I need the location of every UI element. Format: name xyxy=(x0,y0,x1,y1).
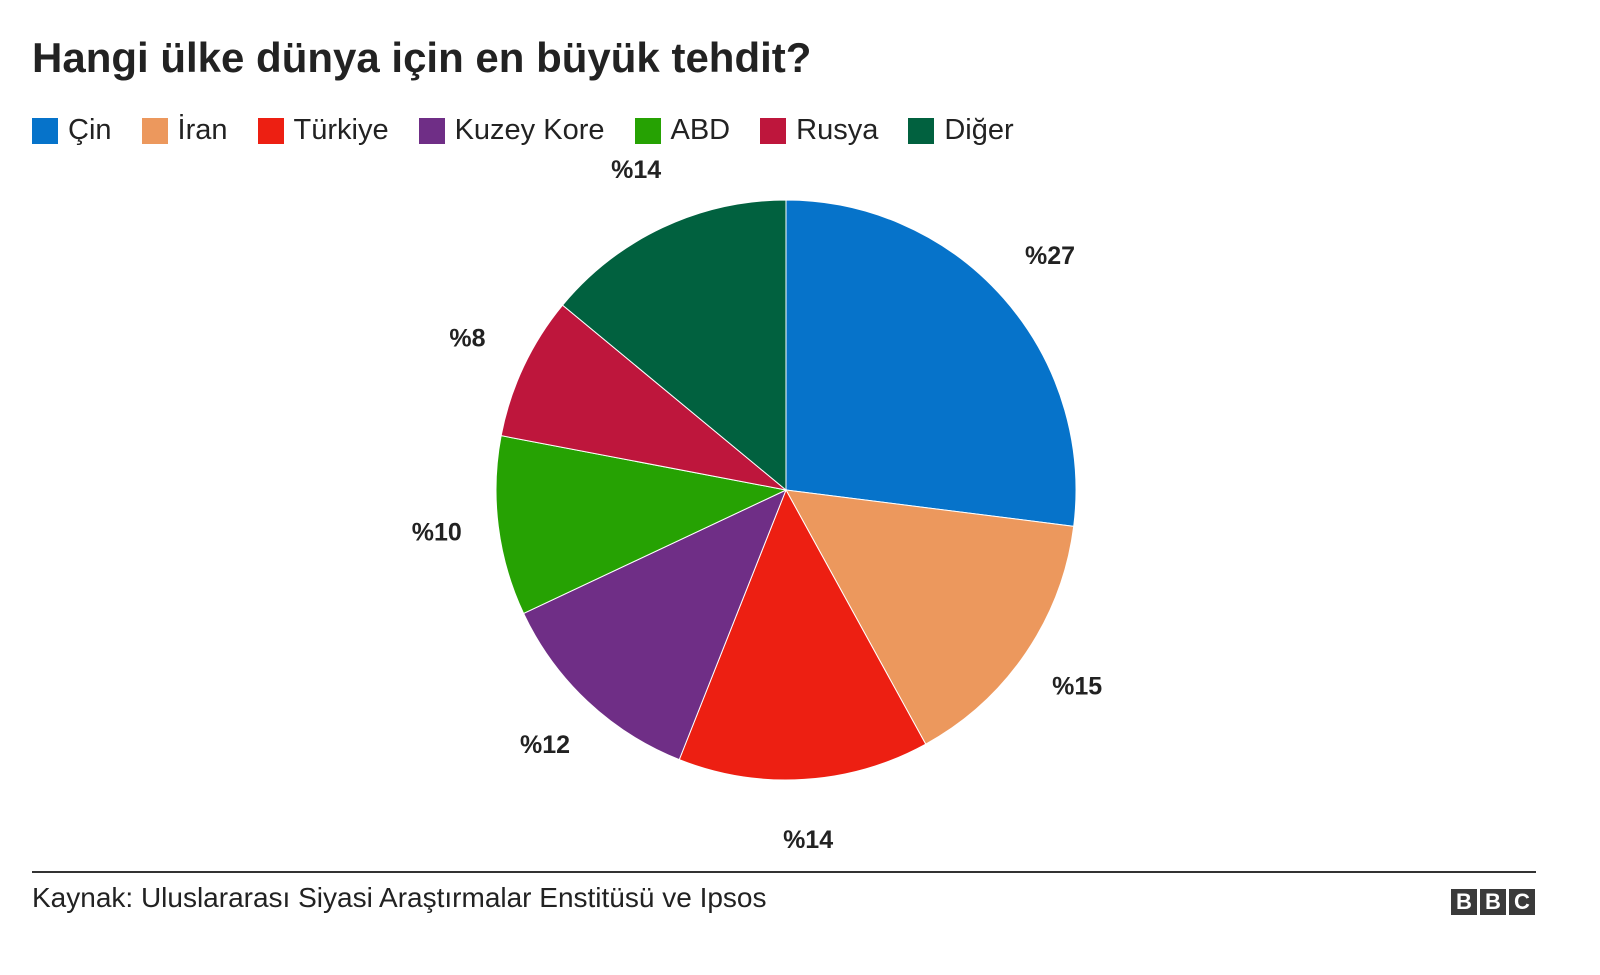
data-label: %15 xyxy=(1052,672,1102,700)
data-label: %14 xyxy=(611,156,661,184)
legend-swatch xyxy=(257,117,284,144)
legend-label: Rusya xyxy=(796,114,879,146)
pie-slice xyxy=(678,488,927,781)
legend-label: Çin xyxy=(68,114,112,146)
legend-swatch xyxy=(141,117,168,144)
pie-slice xyxy=(561,199,787,492)
pie-slice xyxy=(785,199,1077,527)
legend-swatch xyxy=(760,117,787,144)
legend-item: Çin xyxy=(32,114,112,147)
logo-letter: C xyxy=(1509,889,1535,915)
data-label: %27 xyxy=(1025,242,1075,270)
legend-label: Kuzey Kore xyxy=(454,114,605,146)
chart: %27 %15 %14 %12 %10 %8 %14 xyxy=(412,156,1102,854)
legend-swatch xyxy=(634,117,661,144)
legend-item: ABD xyxy=(634,114,731,147)
legend-label: ABD xyxy=(670,114,731,146)
source: Kaynak: Uluslararası Siyasi Araştırmalar… xyxy=(32,882,767,913)
legend: Çin İran Türkiye Kuzey Kore ABD Rusya Diğer xyxy=(32,114,1014,147)
pie-slice xyxy=(500,304,787,491)
data-label: %12 xyxy=(520,731,570,759)
legend-item: İran xyxy=(141,114,228,147)
legend-item: Türkiye xyxy=(257,114,389,147)
data-label: %8 xyxy=(449,325,485,353)
logo-letter: B xyxy=(1451,889,1477,915)
legend-label: Diğer xyxy=(944,114,1014,146)
pie-slice xyxy=(785,489,1075,745)
legend-swatch xyxy=(908,117,935,144)
divider xyxy=(32,871,1536,873)
pie-slice xyxy=(495,435,788,615)
legend-swatch xyxy=(32,117,58,144)
data-label: %14 xyxy=(783,826,833,854)
logo-letter: B xyxy=(1480,889,1506,915)
legend-label: Türkiye xyxy=(293,114,389,146)
legend-item: Diğer xyxy=(908,114,1014,147)
legend-item: Kuzey Kore xyxy=(418,114,605,147)
legend-swatch xyxy=(418,117,445,144)
legend-label: İran xyxy=(177,114,228,146)
legend-item: Rusya xyxy=(760,114,878,147)
data-label: %10 xyxy=(412,519,462,547)
pie-slice xyxy=(522,489,787,761)
chart-title: Hangi ülke dünya için en büyük tehdit? xyxy=(32,34,812,81)
